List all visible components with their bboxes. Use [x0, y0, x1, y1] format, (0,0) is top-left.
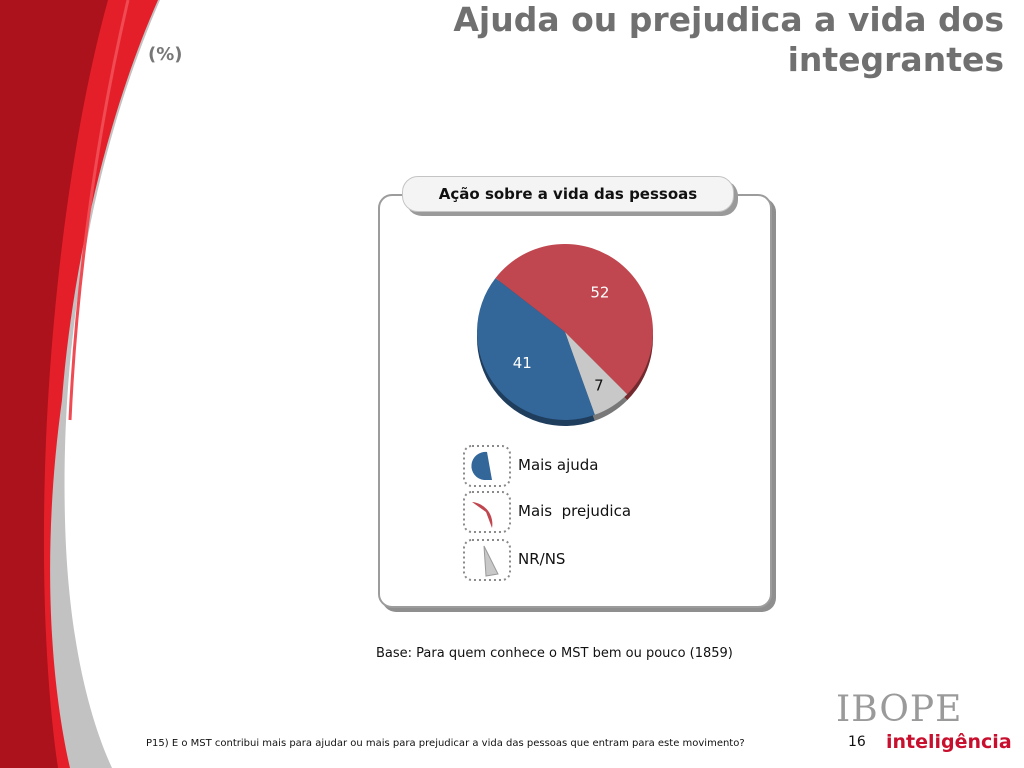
- legend-label-nr-ns: NR/NS: [518, 550, 566, 568]
- swoosh-highlight: [68, 0, 130, 421]
- pie-data-label-1: 52: [590, 283, 609, 301]
- legend-label-mais-ajuda: Mais ajuda: [518, 456, 599, 474]
- legend-item-nr-ns: NR/NS: [462, 538, 662, 582]
- question-footnote: P15) E o MST contribui mais para ajudar …: [146, 738, 745, 749]
- chart-title: Ação sobre a vida das pessoas: [438, 185, 698, 203]
- percent-label: (%): [148, 44, 183, 65]
- legend-label-mais-prejudica: Mais prejudica: [518, 502, 632, 520]
- legend-swatch-mais-prejudica: [463, 491, 511, 533]
- legend-swatch-mais-ajuda: [463, 445, 511, 487]
- legend-swatch-nr-ns: [463, 539, 511, 581]
- page-title: Ajuda ou prejudica a vida dos integrante…: [453, 0, 1004, 79]
- base-note: Base: Para quem conhece o MST bem ou pou…: [376, 646, 733, 661]
- ibope-logo: IBOPE: [836, 689, 963, 730]
- pie-slice-2: [565, 332, 628, 415]
- page-number: 16: [848, 734, 866, 750]
- pie-data-label-0: 41: [513, 354, 532, 372]
- pie-slice-0: [477, 278, 595, 420]
- pie-slice-1: [495, 244, 653, 395]
- legend-item-mais-prejudica: Mais prejudica: [462, 490, 662, 534]
- swoosh-dark-red: [0, 0, 108, 768]
- pie-chart: 52 7 41: [477, 244, 653, 426]
- chart-panel-header: Ação sobre a vida das pessoas: [402, 176, 734, 212]
- legend-item-mais-ajuda: Mais ajuda: [462, 444, 662, 488]
- pie-data-label-2: 7: [594, 376, 604, 394]
- ibope-logo-subtitle: inteligência: [886, 731, 1012, 753]
